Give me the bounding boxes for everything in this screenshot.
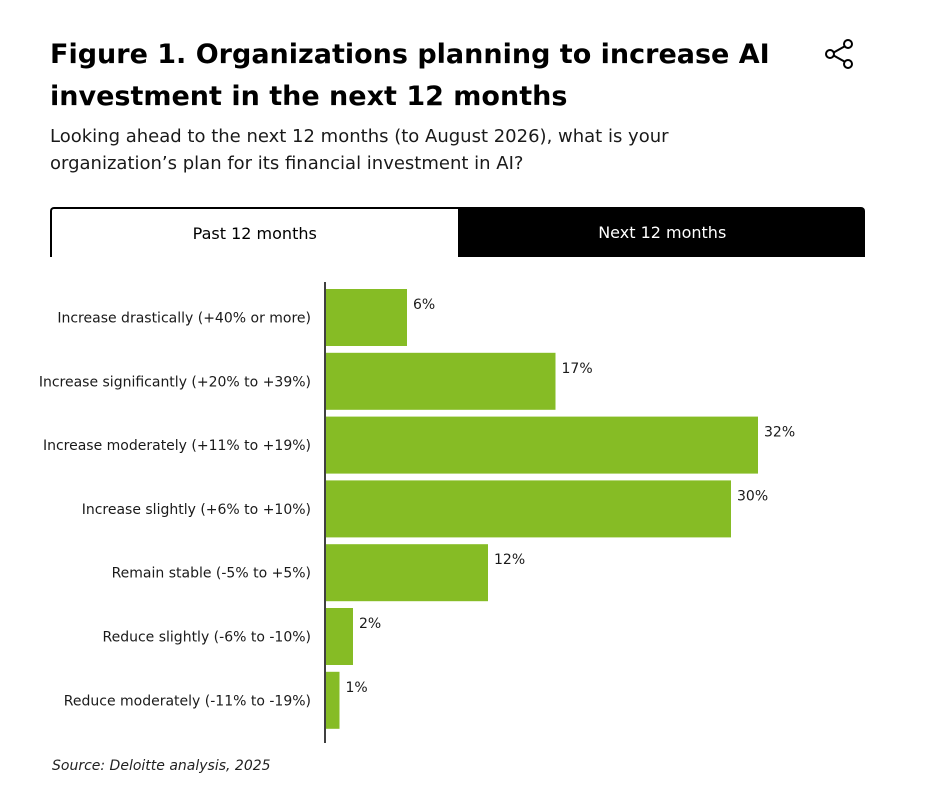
category-label: Reduce moderately (-11% to -19%) [64,693,311,709]
bar[interactable] [326,352,556,410]
value-label: 32% [764,425,795,441]
period-tabs: Past 12 months Next 12 months [50,207,865,257]
chart-subtitle: Looking ahead to the next 12 months (to … [50,126,669,174]
bar[interactable] [326,608,353,665]
category-label: Remain stable (-5% to +5%) [112,566,311,582]
chart-title: Figure 1. Organizations planning to incr… [50,39,770,112]
bar[interactable] [326,544,488,602]
category-label: Increase significantly (+20% to +39%) [39,374,311,390]
tab-past-12-months[interactable]: Past 12 months [50,207,460,257]
bar[interactable] [326,416,758,474]
category-label: Increase drastically (+40% or more) [57,311,311,327]
value-label: 2% [359,616,381,632]
value-label: 1% [346,680,368,696]
value-label: 17% [562,361,593,377]
source-note: Source: Deloitte analysis, 2025 [52,758,271,774]
bar[interactable] [326,289,407,346]
tab-next-12-months[interactable]: Next 12 months [459,207,865,257]
bar[interactable] [326,671,340,729]
category-label: Increase slightly (+6% to +10%) [82,502,311,518]
value-label: 30% [737,488,768,504]
bar[interactable] [326,480,731,538]
share-icon[interactable] [822,38,856,70]
category-label: Increase moderately (+11% to +19%) [43,438,311,454]
bar-chart: Increase drastically (+40% or more) 6% Inc… [39,282,795,743]
share-icon-graphic [825,39,853,69]
category-label: Reduce slightly (-6% to -10%) [103,630,312,646]
value-label: 12% [494,552,525,568]
value-label: 6% [413,297,435,313]
